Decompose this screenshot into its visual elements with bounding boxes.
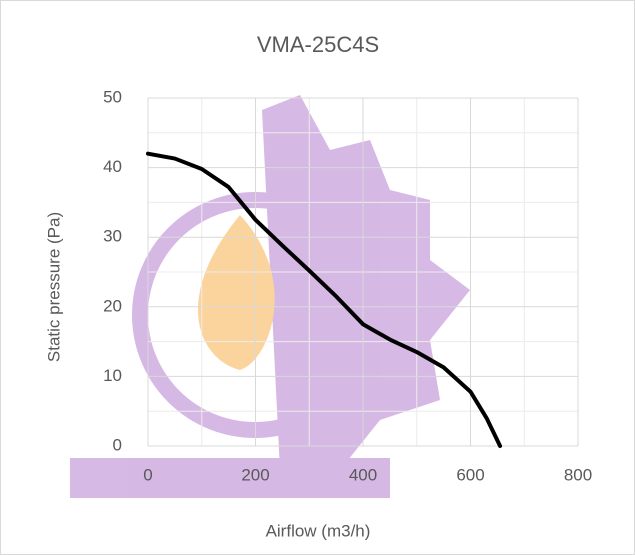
y-tick-label: 20 bbox=[103, 296, 122, 315]
y-tick-label: 0 bbox=[113, 435, 122, 454]
x-tick-label: 200 bbox=[241, 465, 269, 484]
y-tick-label: 40 bbox=[103, 157, 122, 176]
x-tick-label: 400 bbox=[349, 465, 377, 484]
x-tick-label: 800 bbox=[564, 465, 592, 484]
chart: VMA-25C4S Airflow (m3/h) Static pressure… bbox=[0, 0, 635, 555]
chart-title: VMA-25C4S bbox=[257, 32, 379, 57]
y-axis-label: Static pressure (Pa) bbox=[44, 212, 63, 362]
y-tick-label: 30 bbox=[103, 227, 122, 246]
y-tick-label: 50 bbox=[103, 87, 122, 106]
x-tick-label: 600 bbox=[456, 465, 484, 484]
x-axis-label: Airflow (m3/h) bbox=[266, 521, 371, 540]
y-tick-label: 10 bbox=[103, 366, 122, 385]
x-tick-label: 0 bbox=[143, 465, 152, 484]
